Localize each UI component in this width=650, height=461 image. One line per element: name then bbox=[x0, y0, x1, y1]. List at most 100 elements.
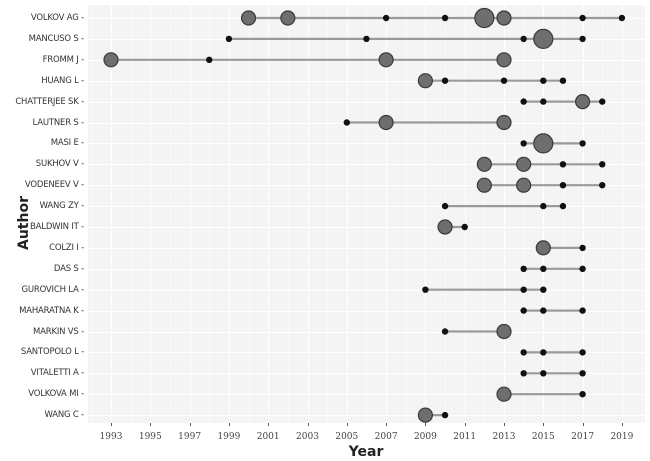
x-tick-label: 1999 bbox=[217, 432, 241, 442]
grid-line-horizontal bbox=[88, 185, 645, 187]
data-point bbox=[540, 370, 547, 377]
x-axis-title: Year bbox=[348, 444, 384, 460]
grid-line-vertical bbox=[268, 5, 270, 423]
data-point bbox=[579, 35, 586, 43]
y-axis-label: SUKHOV V - bbox=[35, 159, 84, 170]
data-point bbox=[540, 349, 547, 356]
grid-line-horizontal bbox=[88, 101, 645, 103]
data-point bbox=[520, 35, 527, 43]
data-point bbox=[533, 133, 554, 154]
data-point bbox=[520, 140, 527, 147]
x-tick-mark bbox=[543, 423, 545, 426]
grid-line-horizontal bbox=[88, 164, 645, 166]
grid-line-vertical bbox=[346, 5, 348, 423]
x-tick-mark bbox=[504, 423, 505, 426]
y-axis-label: VODENEEV V - bbox=[24, 180, 84, 191]
x-tick-label: 1997 bbox=[178, 432, 202, 442]
x-tick-label: 2005 bbox=[335, 432, 359, 442]
y-axis-label: HUANG L - bbox=[41, 75, 84, 86]
data-point bbox=[599, 98, 606, 105]
data-point bbox=[422, 286, 429, 293]
data-point bbox=[280, 10, 296, 26]
y-axis-label: LAUTNER S - bbox=[32, 117, 85, 128]
x-tick-mark bbox=[425, 423, 427, 426]
y-axis-title: Author bbox=[16, 196, 32, 250]
y-axis-label: MARKIN VS - bbox=[33, 326, 84, 337]
grid-line-horizontal bbox=[88, 394, 645, 396]
y-axis-label: MASI E - bbox=[50, 138, 84, 149]
grid-line-horizontal bbox=[88, 143, 645, 145]
x-tick-label: 2003 bbox=[296, 432, 319, 442]
grid-line-vertical bbox=[562, 5, 564, 423]
grid-line-vertical bbox=[405, 5, 407, 423]
grid-line-horizontal bbox=[88, 352, 645, 354]
y-axis-label: BALDWIN IT - bbox=[30, 222, 84, 232]
grid-line-horizontal bbox=[88, 415, 645, 417]
data-point bbox=[516, 177, 532, 193]
data-point bbox=[500, 77, 508, 84]
x-tick-mark bbox=[307, 423, 309, 426]
y-axis-label: WANG C - bbox=[44, 410, 84, 421]
x-tick-mark bbox=[346, 423, 348, 426]
data-point bbox=[540, 286, 547, 293]
data-point bbox=[417, 407, 433, 423]
data-point bbox=[225, 35, 233, 43]
y-axis-label: GUROVICH LA - bbox=[21, 284, 84, 295]
data-point bbox=[476, 156, 492, 172]
data-point bbox=[378, 114, 394, 131]
x-tick-label: 2011 bbox=[453, 432, 477, 442]
y-axis-label: COLZI I - bbox=[49, 242, 84, 253]
data-point bbox=[579, 265, 586, 272]
x-tick-mark bbox=[228, 423, 230, 426]
y-axis-label: VITALETTI A - bbox=[30, 368, 84, 379]
x-tick-label: 1995 bbox=[138, 432, 162, 442]
data-point bbox=[476, 177, 492, 193]
x-tick-label: 2007 bbox=[374, 432, 398, 442]
y-axis-label: WANG ZY - bbox=[39, 201, 85, 212]
y-axis-label: VOLKOV AG - bbox=[30, 13, 84, 23]
data-point bbox=[378, 52, 394, 68]
x-tick-label: 2001 bbox=[256, 432, 280, 442]
grid-line-vertical bbox=[228, 5, 230, 423]
grid-line-vertical bbox=[425, 5, 427, 423]
data-point bbox=[417, 73, 433, 89]
data-point bbox=[441, 202, 449, 210]
x-tick-label: 2013 bbox=[492, 432, 516, 442]
grid-line-vertical bbox=[248, 5, 250, 423]
data-point bbox=[579, 349, 586, 356]
data-point bbox=[575, 93, 591, 110]
x-tick-mark bbox=[464, 423, 466, 426]
data-point bbox=[496, 52, 512, 68]
data-point bbox=[540, 77, 547, 84]
data-point bbox=[579, 14, 586, 22]
data-point bbox=[474, 7, 495, 29]
data-point bbox=[540, 98, 547, 105]
data-point bbox=[441, 411, 449, 419]
grid-line-vertical bbox=[504, 5, 505, 423]
data-point bbox=[382, 14, 390, 22]
x-tick-label: 2015 bbox=[531, 432, 555, 442]
y-axis-label: DAS S - bbox=[53, 263, 84, 274]
grid-line-horizontal bbox=[88, 247, 645, 249]
data-point bbox=[579, 140, 586, 147]
data-point bbox=[533, 28, 554, 50]
data-point bbox=[559, 202, 567, 210]
data-point bbox=[363, 35, 370, 43]
data-point bbox=[496, 114, 512, 131]
grid-line-vertical bbox=[189, 5, 191, 423]
x-tick-label: 1993 bbox=[99, 432, 123, 442]
data-point bbox=[540, 265, 547, 272]
grid-line-vertical bbox=[602, 5, 604, 423]
grid-line-vertical bbox=[366, 5, 368, 423]
data-point bbox=[441, 14, 449, 22]
grid-line-horizontal bbox=[88, 373, 645, 375]
x-tick-mark bbox=[582, 423, 584, 426]
grid-line-horizontal bbox=[88, 331, 645, 333]
grid-line-vertical bbox=[621, 5, 623, 423]
grid-line-vertical bbox=[307, 5, 309, 423]
data-point bbox=[599, 161, 606, 168]
data-point bbox=[579, 370, 586, 377]
data-point bbox=[437, 219, 453, 235]
grid-line-vertical bbox=[386, 5, 388, 423]
x-tick-label: 2009 bbox=[413, 432, 437, 442]
